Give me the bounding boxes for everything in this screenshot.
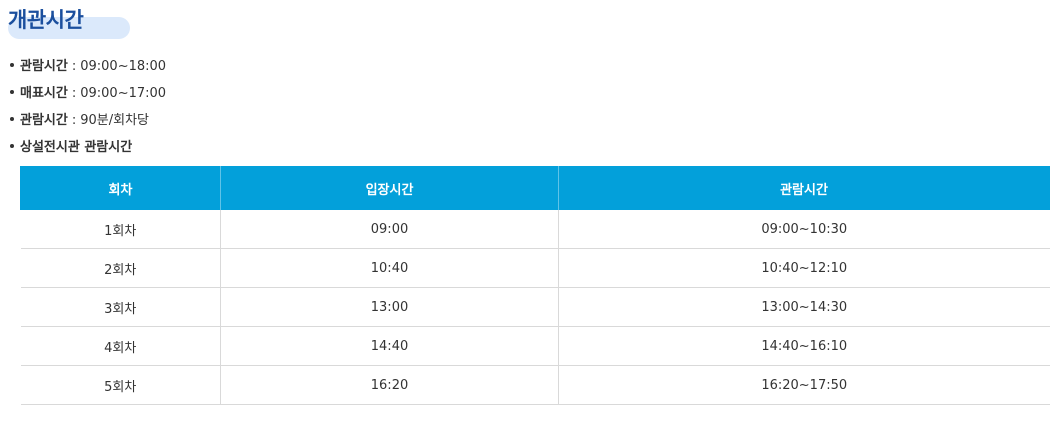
column-header-viewing-time: 관람시간 [558,166,1050,210]
cell-viewing-time: 09:00~10:30 [558,210,1050,249]
info-item-permanent-exhibition: 상설전시관 관람시간 [10,138,166,165]
cell-session: 4회차 [20,326,221,366]
cell-session: 3회차 [20,287,221,327]
cell-viewing-time: 13:00~14:30 [558,287,1050,327]
info-item-viewing-duration: 관람시간:90분/회차당 [10,111,166,138]
table-row: 4회차 14:40 14:40~16:10 [20,326,1050,366]
page-title-block: 개관시간 [8,2,130,42]
table-row: 1회차 09:00 09:00~10:30 [20,210,1050,249]
table-row: 3회차 13:00 13:00~14:30 [20,287,1050,327]
cell-entry-time: 14:40 [220,326,559,366]
cell-viewing-time: 14:40~16:10 [558,326,1050,366]
cell-session: 1회차 [20,210,221,249]
bullet-icon [10,62,14,67]
title-highlight [8,17,130,39]
page-title: 개관시간 [8,8,84,32]
info-list: 관람시간:09:00~18:00 매표시간:09:00~17:00 관람시간:9… [10,57,166,165]
table-row: 5회차 16:20 16:20~17:50 [20,365,1050,405]
bullet-icon [10,116,14,121]
info-item-ticket-hours: 매표시간:09:00~17:00 [10,84,166,111]
schedule-table: 회차 입장시간 관람시간 1회차 09:00 09:00~10:30 2회차 1… [20,166,1050,405]
table-row: 2회차 10:40 10:40~12:10 [20,248,1050,288]
column-header-entry-time: 입장시간 [220,166,559,210]
info-item-viewing-hours: 관람시간:09:00~18:00 [10,57,166,84]
table-header-row: 회차 입장시간 관람시간 [20,166,1050,210]
bullet-icon [10,89,14,94]
cell-viewing-time: 16:20~17:50 [558,365,1050,405]
cell-session: 5회차 [20,365,221,405]
bullet-icon [10,143,14,148]
cell-session: 2회차 [20,248,221,288]
cell-entry-time: 16:20 [220,365,559,405]
cell-viewing-time: 10:40~12:10 [558,248,1050,288]
cell-entry-time: 09:00 [220,210,559,249]
cell-entry-time: 13:00 [220,287,559,327]
column-header-session: 회차 [20,166,221,210]
cell-entry-time: 10:40 [220,248,559,288]
